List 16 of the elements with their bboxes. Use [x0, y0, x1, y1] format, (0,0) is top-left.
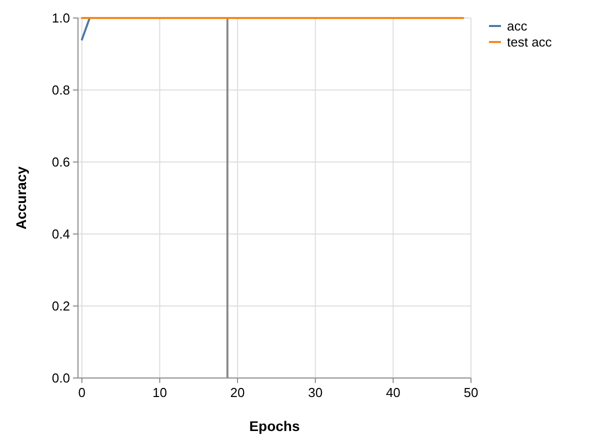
x-tick-label: 50	[464, 385, 478, 400]
y-tick-label: 0.0	[52, 370, 70, 386]
y-tick-label: 0.4	[52, 226, 70, 242]
legend-label: acc	[507, 18, 528, 34]
y-tick-label: 1.0	[52, 10, 70, 26]
x-axis-title: Epochs	[249, 418, 300, 434]
x-tick-label: 30	[308, 385, 323, 400]
y-axis-title: Accuracy	[13, 166, 29, 230]
x-tick-label: 20	[230, 385, 245, 400]
legend-label: test acc	[507, 34, 552, 50]
x-tick-label: 40	[386, 385, 400, 400]
y-tick-label: 0.8	[52, 82, 70, 98]
y-tick-label: 0.6	[52, 154, 70, 170]
x-tick-label: 0	[78, 385, 86, 400]
x-tick-label: 10	[152, 385, 167, 400]
y-tick-label: 0.2	[52, 298, 70, 314]
